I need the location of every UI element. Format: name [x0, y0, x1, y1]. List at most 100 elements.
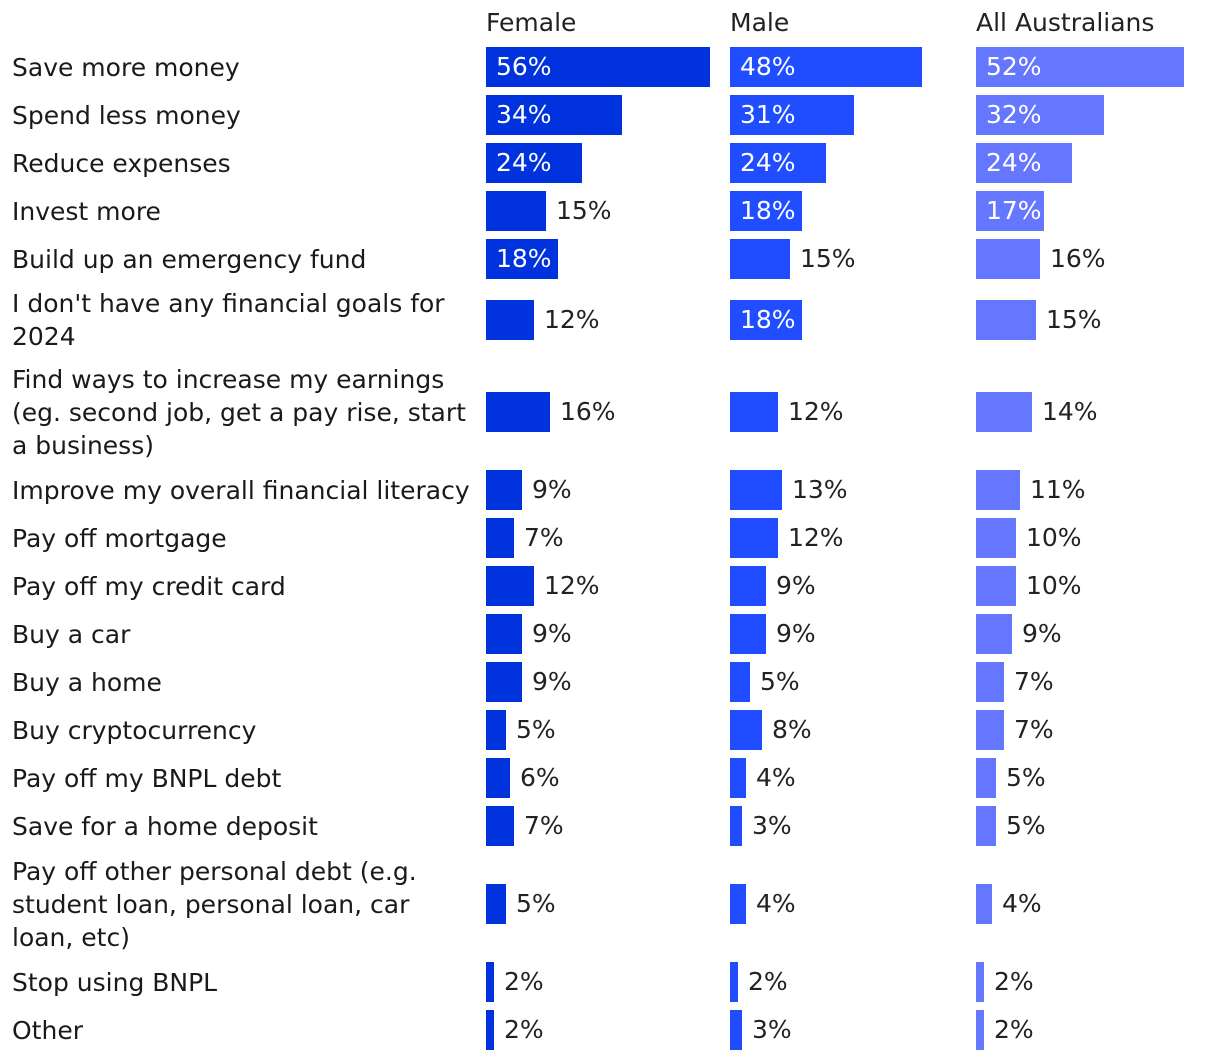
- data-label: 15%: [1046, 305, 1102, 334]
- data-label: 17%: [986, 196, 1042, 225]
- bar-1-0: [730, 47, 922, 87]
- bar-2-15: [976, 884, 992, 924]
- category-label: Reduce expenses: [12, 148, 231, 178]
- bar-1-7: [730, 470, 782, 510]
- bar-2-1: [976, 95, 1104, 135]
- data-label: 5%: [760, 667, 800, 696]
- bar-2-5: [976, 300, 1036, 340]
- category-label: Buy cryptocurrency: [12, 715, 257, 745]
- data-label: 10%: [1026, 523, 1082, 552]
- bar-1-4: [730, 239, 790, 279]
- bar-0-13: [486, 758, 510, 798]
- bar-0-16: [486, 962, 494, 1002]
- data-label: 5%: [516, 715, 556, 744]
- bar-1-13: [730, 758, 746, 798]
- data-label: 18%: [740, 305, 796, 334]
- bar-1-1: [730, 95, 854, 135]
- bar-1-9: [730, 566, 766, 606]
- data-label: 12%: [788, 523, 844, 552]
- data-label: 14%: [1042, 397, 1098, 426]
- bar-2-6: [976, 392, 1032, 432]
- category-label: I don't have any financial goals for 202…: [12, 289, 445, 351]
- category-label: Invest more: [12, 196, 161, 226]
- data-label: 16%: [560, 397, 616, 426]
- data-label: 9%: [532, 667, 572, 696]
- bar-0-15: [486, 884, 506, 924]
- data-label: 2%: [504, 967, 544, 996]
- bar-0-9: [486, 566, 534, 606]
- data-label: 7%: [1014, 667, 1054, 696]
- category-label: Find ways to increase my earnings (eg. s…: [12, 364, 466, 460]
- data-label: 12%: [788, 397, 844, 426]
- bar-1-8: [730, 518, 778, 558]
- data-label: 3%: [752, 811, 792, 840]
- category-label: Save for a home deposit: [12, 811, 318, 841]
- legend-label-2: All Australians: [976, 8, 1155, 37]
- bar-1-16: [730, 962, 738, 1002]
- bar-0-1: [486, 95, 622, 135]
- data-label: 10%: [1026, 571, 1082, 600]
- bar-1-14: [730, 806, 742, 846]
- category-label: Pay off my BNPL debt: [12, 763, 282, 793]
- category-label: Pay off my credit card: [12, 571, 286, 601]
- data-label: 11%: [1030, 475, 1086, 504]
- bar-2-9: [976, 566, 1016, 606]
- bar-2-10: [976, 614, 1012, 654]
- bar-2-17: [976, 1010, 984, 1050]
- data-label: 2%: [994, 967, 1034, 996]
- bar-1-2: [730, 143, 826, 183]
- data-label: 12%: [544, 305, 600, 334]
- bar-2-11: [976, 662, 1004, 702]
- data-label: 24%: [496, 148, 552, 177]
- bar-0-10: [486, 614, 522, 654]
- bar-1-12: [730, 710, 762, 750]
- bar-0-4: [486, 239, 558, 279]
- category-label: Save more money: [12, 52, 240, 82]
- bar-2-7: [976, 470, 1020, 510]
- data-label: 12%: [544, 571, 600, 600]
- data-label: 56%: [496, 52, 552, 81]
- data-label: 8%: [772, 715, 812, 744]
- data-label: 7%: [524, 811, 564, 840]
- bar-0-7: [486, 470, 522, 510]
- bar-0-2: [486, 143, 582, 183]
- data-label: 13%: [792, 475, 848, 504]
- bar-0-3: [486, 191, 546, 231]
- bar-2-16: [976, 962, 984, 1002]
- data-label: 4%: [1002, 889, 1042, 918]
- data-label: 18%: [740, 196, 796, 225]
- data-label: 18%: [496, 244, 552, 273]
- bar-0-17: [486, 1010, 494, 1050]
- data-label: 16%: [1050, 244, 1106, 273]
- bar-1-6: [730, 392, 778, 432]
- bar-2-13: [976, 758, 996, 798]
- bar-2-8: [976, 518, 1016, 558]
- data-label: 2%: [504, 1015, 544, 1044]
- data-label: 5%: [1006, 811, 1046, 840]
- data-label: 4%: [756, 763, 796, 792]
- bar-0-0: [486, 47, 710, 87]
- data-label: 5%: [1006, 763, 1046, 792]
- bar-2-12: [976, 710, 1004, 750]
- data-label: 3%: [752, 1015, 792, 1044]
- data-label: 7%: [1014, 715, 1054, 744]
- data-label: 9%: [1022, 619, 1062, 648]
- bar-2-3: [976, 191, 1044, 231]
- bar-0-14: [486, 806, 514, 846]
- category-label: Pay off other personal debt (e.g. studen…: [12, 856, 417, 952]
- data-label: 31%: [740, 100, 796, 129]
- category-label: Other: [12, 1015, 83, 1045]
- data-label: 4%: [756, 889, 796, 918]
- bar-2-2: [976, 143, 1072, 183]
- bar-0-11: [486, 662, 522, 702]
- bar-0-5: [486, 300, 534, 340]
- bar-0-6: [486, 392, 550, 432]
- category-label: Stop using BNPL: [12, 967, 218, 997]
- bar-2-4: [976, 239, 1040, 279]
- data-label: 9%: [776, 619, 816, 648]
- bar-2-0: [976, 47, 1184, 87]
- data-label: 34%: [496, 100, 552, 129]
- category-label: Pay off mortgage: [12, 523, 227, 553]
- bar-1-17: [730, 1010, 742, 1050]
